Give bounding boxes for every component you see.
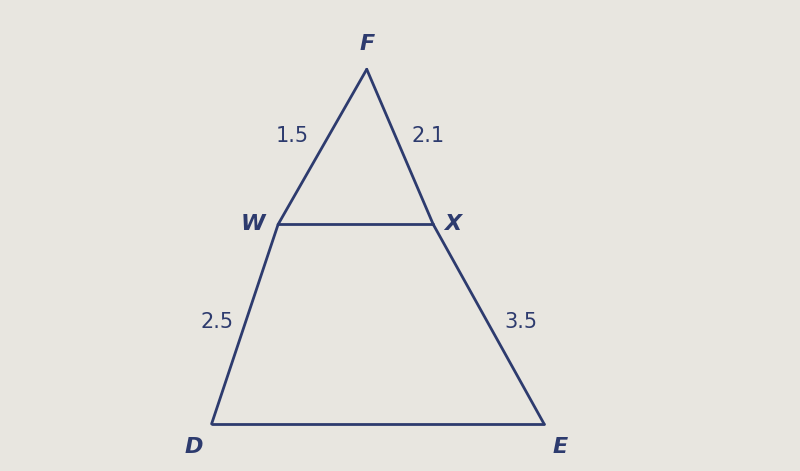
- Text: X: X: [444, 214, 462, 235]
- Text: 1.5: 1.5: [276, 126, 309, 146]
- Text: D: D: [184, 437, 202, 457]
- Text: W: W: [240, 214, 265, 235]
- Text: F: F: [359, 34, 374, 54]
- Text: E: E: [553, 437, 568, 457]
- Text: 2.5: 2.5: [201, 312, 234, 332]
- Text: 2.1: 2.1: [411, 126, 444, 146]
- Text: 3.5: 3.5: [504, 312, 538, 332]
